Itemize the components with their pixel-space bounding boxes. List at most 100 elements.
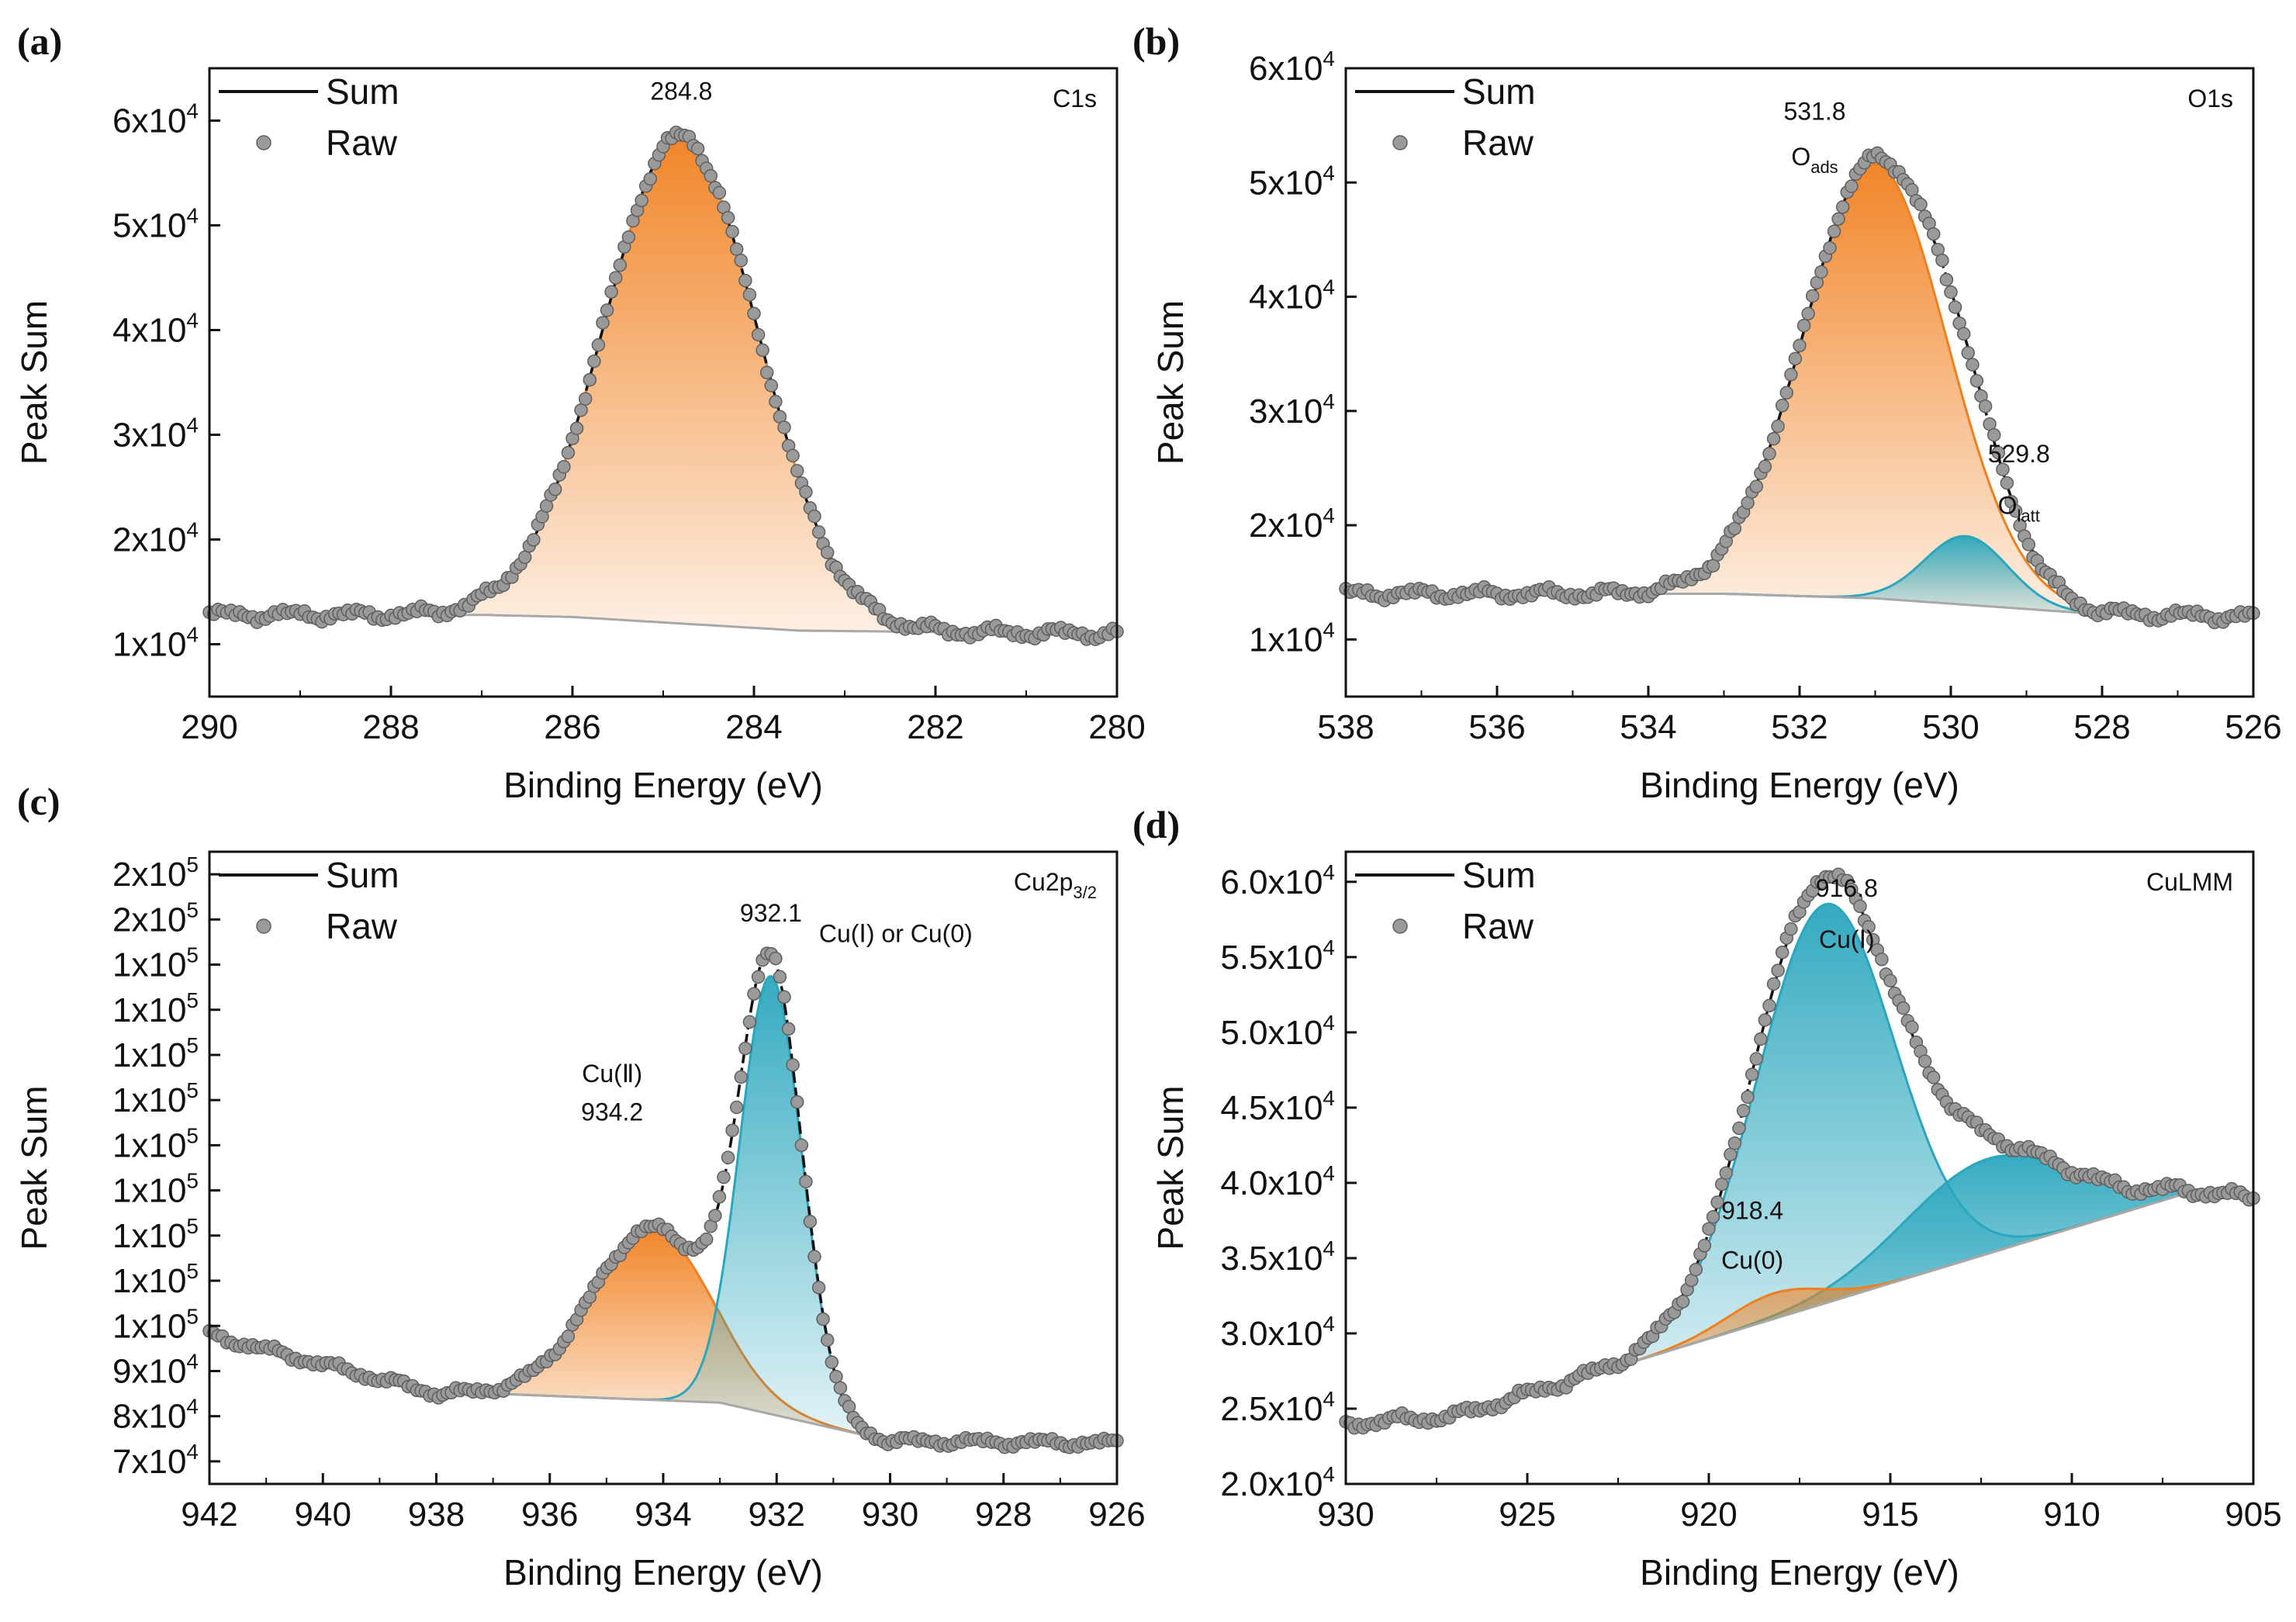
raw-point	[708, 1209, 722, 1223]
panel-d: (d) 930 925 920 915 910 905 2.0x104 2.5x104 3.0x1…	[1132, 803, 2282, 1593]
raw-point	[600, 303, 614, 317]
raw-point	[1845, 179, 1859, 193]
raw-point	[807, 1250, 821, 1264]
panel-a: (a) 290 288 286 284 282 280 1x104 2x104 3x104 4x10…	[14, 19, 1146, 805]
raw-point	[777, 420, 791, 434]
x-tick-label: 936	[521, 1496, 578, 1534]
raw-point	[773, 970, 787, 984]
raw-point	[1766, 977, 1781, 991]
y-tick-label: 5x104	[1249, 161, 1335, 202]
raw-point	[777, 990, 791, 1005]
raw-point	[583, 372, 597, 387]
y-tick-label: 3x104	[1249, 389, 1335, 431]
legend: Sum Raw	[1355, 855, 1536, 946]
raw-point	[517, 550, 532, 565]
raw-point	[1926, 1070, 1941, 1084]
raw-point	[1935, 253, 1949, 268]
peak-annotation: Olatt	[1998, 491, 2040, 525]
raw-point	[1827, 224, 1841, 239]
raw-point	[1883, 974, 1897, 987]
raw-series	[202, 946, 1124, 1454]
x-tick-label: 915	[1862, 1496, 1918, 1534]
peak-annotation: 531.8	[1783, 97, 1845, 125]
raw-point	[1991, 445, 2006, 460]
raw-point	[1732, 1121, 1746, 1136]
raw-point	[1762, 447, 1776, 461]
x-tick-label: 934	[635, 1496, 691, 1534]
raw-point	[799, 485, 813, 500]
raw-point	[2021, 538, 2036, 552]
y-tick-label: 4x104	[1249, 275, 1335, 316]
peak-fill-934.2	[209, 1228, 1117, 1444]
raw-point	[1853, 899, 1867, 914]
raw-point	[742, 288, 757, 302]
raw-point	[557, 459, 571, 474]
raw-point	[1706, 1210, 1720, 1224]
raw-point	[1710, 1195, 1724, 1209]
spectrum-label: C1s	[1053, 85, 1097, 112]
raw-point	[635, 193, 648, 208]
raw-point	[799, 1174, 813, 1188]
x-tick-label: 942	[181, 1496, 237, 1534]
raw-point	[1675, 1295, 1690, 1309]
x-tick-label: 930	[862, 1496, 918, 1534]
y-tick-label: 6x104	[112, 99, 199, 140]
raw-point	[604, 285, 618, 299]
y-tick-label: 1x105	[112, 1259, 199, 1300]
raw-point	[759, 365, 774, 380]
panel-c: (c) 942 940 938 936 934 932 930 928 926 7x1048x104…	[14, 780, 1146, 1593]
x-tick-label: 282	[907, 708, 963, 746]
raw-point	[769, 395, 783, 409]
x-tick-label: 930	[1317, 1496, 1374, 1534]
raw-point	[729, 1100, 744, 1115]
x-tick-label: 536	[1468, 708, 1525, 746]
raw-point	[1805, 289, 1820, 303]
legend-raw-swatch	[256, 135, 271, 150]
raw-point	[738, 1041, 752, 1056]
x-tick-label: 910	[2043, 1496, 2100, 1534]
x-tick-label: 928	[975, 1496, 1032, 1534]
raw-point	[1749, 1052, 1764, 1066]
raw-point	[734, 1070, 749, 1084]
y-tick-label: 2x104	[1249, 503, 1335, 545]
raw-point	[790, 1095, 804, 1109]
raw-point	[717, 1170, 731, 1185]
legend: Sum Raw	[1355, 71, 1536, 163]
y-tick-label: 8x104	[112, 1395, 199, 1436]
raw-point	[769, 951, 783, 966]
raw-point	[1905, 1020, 1919, 1035]
spectrum-label: CuLMM	[2146, 868, 2233, 896]
legend-raw-swatch	[1392, 918, 1408, 934]
y-tick-label: 2x105	[112, 853, 199, 894]
peak-annotation: Cu(Ⅰ)	[1819, 925, 1875, 953]
raw-point	[613, 258, 628, 272]
raw-point	[1961, 346, 1976, 360]
raw-point	[1875, 953, 1889, 967]
raw-point	[608, 271, 623, 285]
raw-point	[1896, 1001, 1910, 1015]
raw-point	[1744, 1067, 1759, 1081]
raw-series	[1339, 146, 2260, 630]
raw-point	[816, 1312, 830, 1326]
peak-fill-284.8	[209, 137, 1117, 634]
y-tick-label: 1x105	[112, 988, 199, 1029]
raw-point	[587, 354, 601, 368]
raw-point	[1939, 272, 1954, 287]
legend: Sum Raw	[219, 855, 399, 946]
raw-point	[1784, 368, 1798, 382]
raw-point	[712, 1190, 727, 1204]
x-tick-label: 290	[181, 708, 237, 746]
raw-point	[699, 1232, 714, 1247]
y-axis-title: Peak Sum	[14, 300, 54, 465]
y-tick-label: 1x105	[112, 1214, 199, 1255]
raw-point	[1831, 212, 1845, 227]
legend-raw-label: Raw	[1462, 123, 1534, 163]
raw-point	[548, 482, 562, 496]
raw-point	[1944, 285, 1958, 299]
peak-fill-918.2	[1346, 1195, 2253, 1424]
raw-point	[561, 1330, 576, 1344]
raw-point	[820, 1333, 835, 1347]
y-tick-label: 6.0x104	[1220, 860, 1335, 901]
raw-point	[738, 273, 752, 288]
panel-label: (c)	[17, 780, 61, 823]
